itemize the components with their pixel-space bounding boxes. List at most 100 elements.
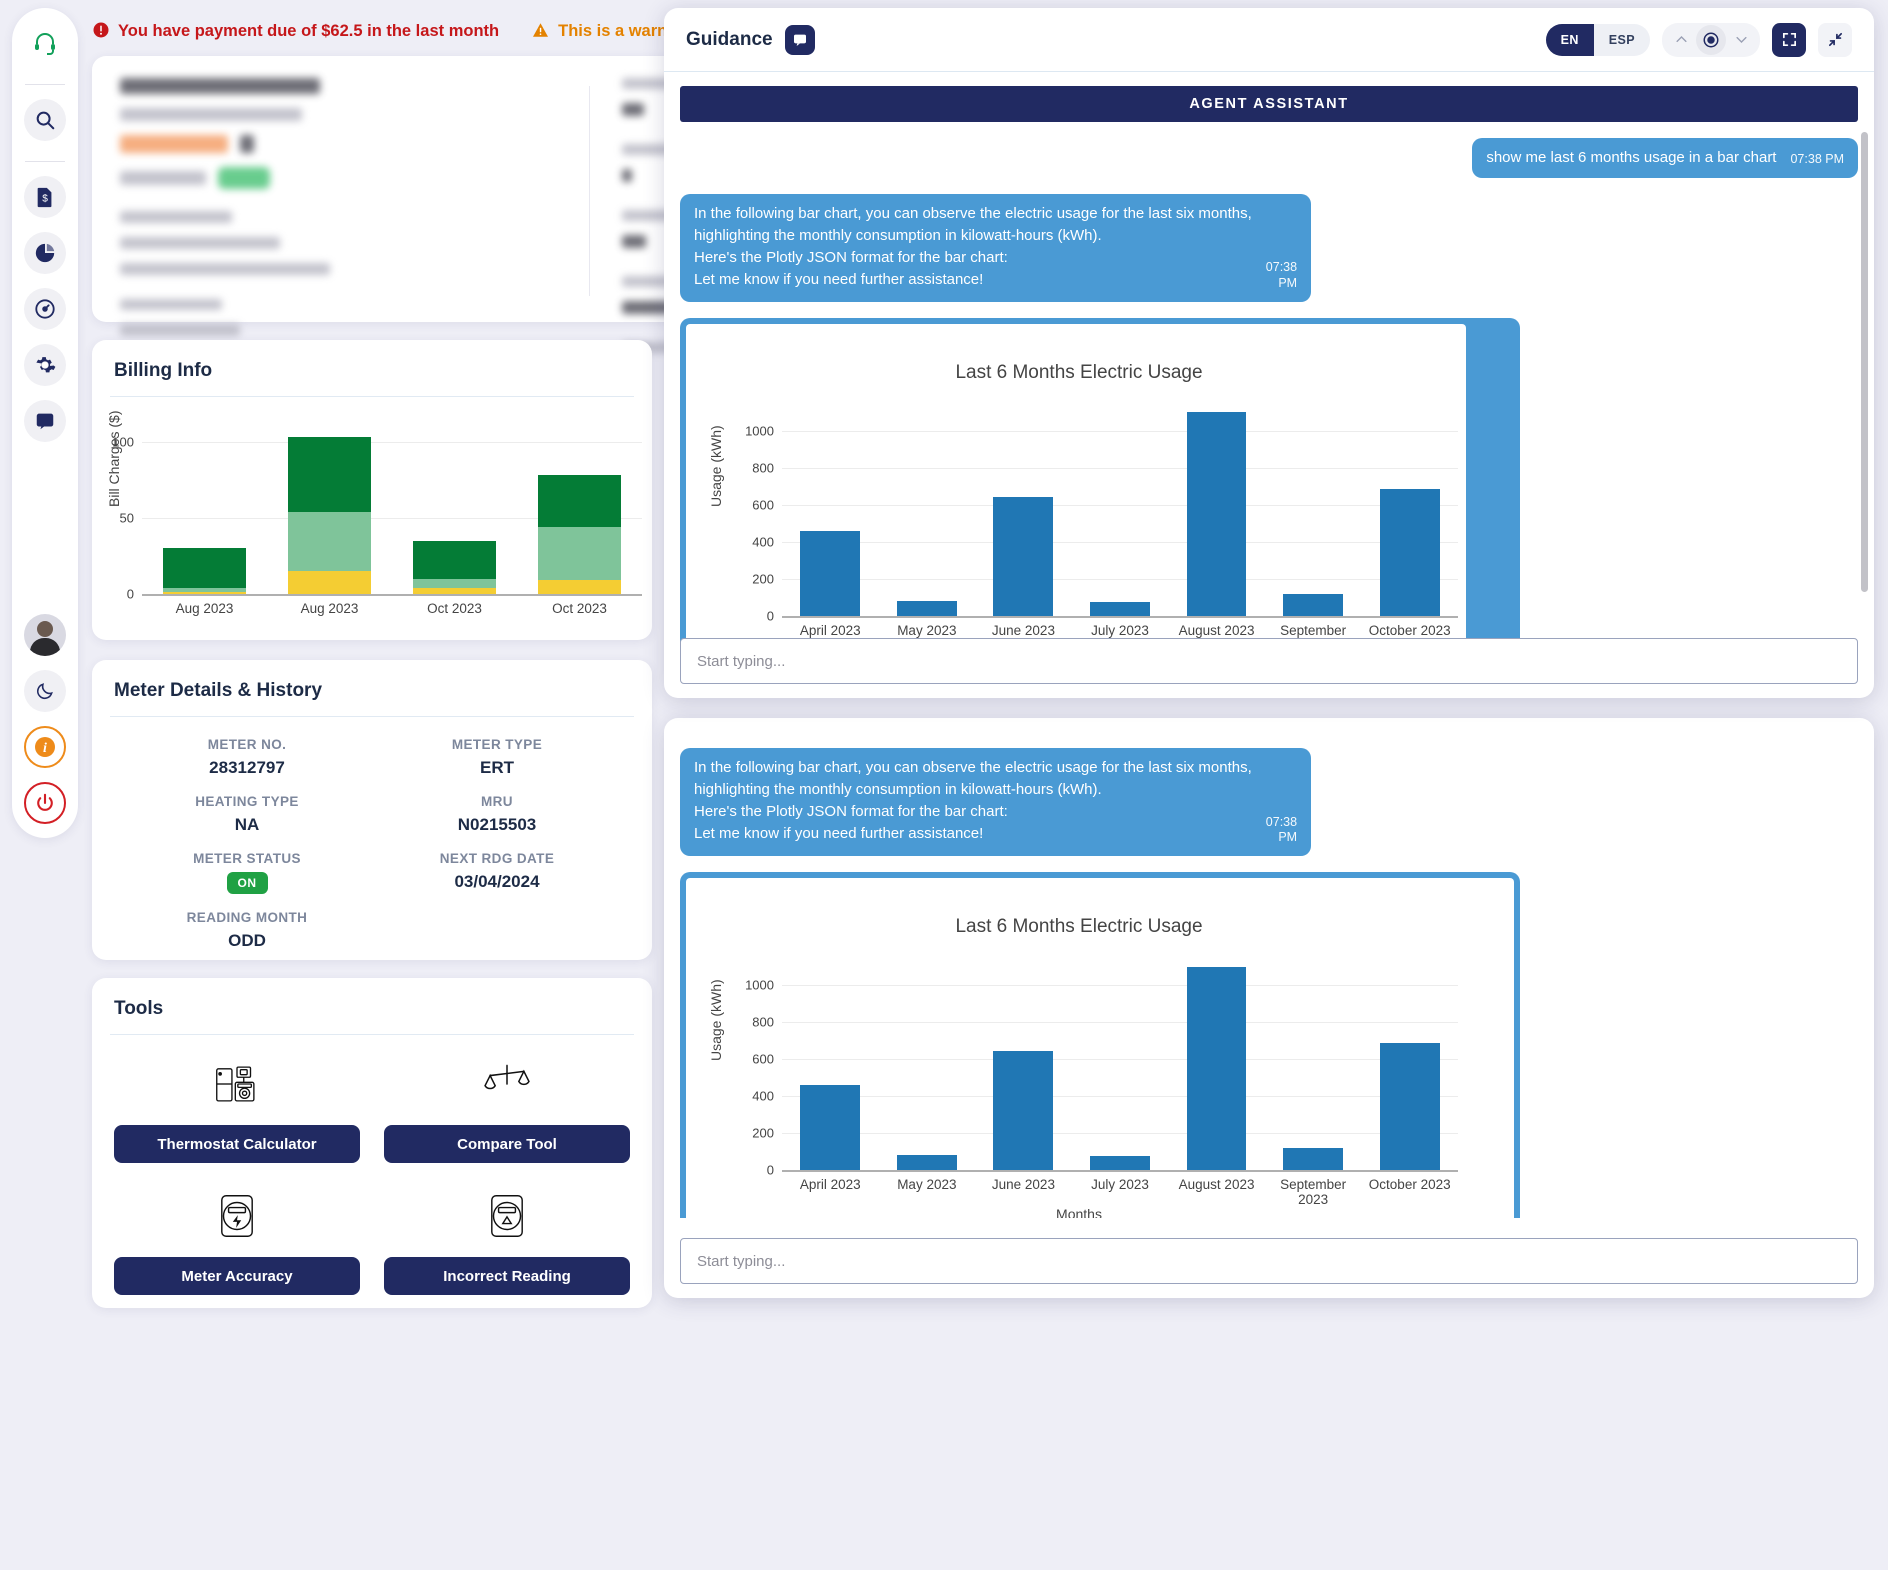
meter-field-value: 03/04/2024 bbox=[454, 872, 540, 891]
chart-bar-segment bbox=[413, 540, 496, 579]
svg-text:i: i bbox=[43, 741, 47, 756]
meter-field: MRU N0215503 bbox=[372, 794, 622, 835]
tool-button[interactable]: Compare Tool bbox=[384, 1125, 630, 1163]
assistant-chart-bubble-bottom: Last 6 Months Electric Usage Usage (kWh) 0… bbox=[680, 871, 1520, 1218]
assistant-message-bubble-2: In the following bar chart, you can obse… bbox=[680, 748, 1312, 856]
meter-field: NEXT RDG DATE 03/04/2024 bbox=[372, 851, 622, 894]
tool-button[interactable]: Thermostat Calculator bbox=[114, 1125, 360, 1163]
gauge-icon[interactable] bbox=[24, 288, 66, 330]
chart-gridline bbox=[142, 517, 642, 519]
chart-gridline bbox=[782, 504, 1458, 506]
chat-message-assistant: In the following bar chart, you can obse… bbox=[680, 193, 1858, 302]
warning-triangle-icon bbox=[531, 21, 550, 42]
chat-input-top[interactable] bbox=[680, 638, 1858, 684]
chart-bar-segment bbox=[288, 511, 371, 572]
chat-input-bottom[interactable] bbox=[680, 1238, 1858, 1284]
chart-bar bbox=[1283, 1147, 1344, 1170]
chart-bar-segment bbox=[413, 587, 496, 594]
lang-option-esp[interactable]: ESP bbox=[1608, 32, 1635, 47]
chart-ytick: 100 bbox=[112, 434, 134, 450]
chat-message-user: show me last 6 months usage in a bar cha… bbox=[680, 138, 1858, 178]
chart-ytick: 1000 bbox=[745, 977, 774, 993]
chat-title: Guidance bbox=[686, 28, 773, 50]
chevron-down-icon[interactable] bbox=[1726, 25, 1756, 55]
chart-xtick: June 2023 bbox=[991, 1176, 1055, 1192]
lang-option-en[interactable]: EN bbox=[1545, 23, 1594, 56]
meter-field-label: METER STATUS bbox=[193, 851, 301, 866]
meter-bolt-icon bbox=[210, 1185, 264, 1247]
headset-icon[interactable] bbox=[24, 22, 66, 64]
tools-grid: Thermostat Calculator Compare Tool Meter A… bbox=[92, 1035, 652, 1308]
assistant-message-time-2: 07:38 PM bbox=[1265, 814, 1298, 845]
left-sidebar: $ bbox=[12, 8, 78, 838]
moon-icon[interactable] bbox=[24, 670, 66, 712]
meter-field-value: 28312797 bbox=[209, 758, 285, 777]
meter-field: HEATING TYPE NA bbox=[122, 794, 372, 835]
chart-xtick: April 2023 bbox=[799, 1176, 861, 1192]
pie-chart-icon[interactable] bbox=[24, 232, 66, 274]
fullscreen-icon[interactable] bbox=[1772, 22, 1806, 57]
chart-bar bbox=[1090, 601, 1150, 616]
gear-icon[interactable] bbox=[24, 344, 66, 386]
avatar[interactable] bbox=[24, 614, 66, 656]
chart-ytick: 400 bbox=[752, 534, 774, 550]
meter-details-grid: METER NO. 28312797 METER TYPE ERT HEATING TY… bbox=[92, 717, 652, 951]
user-message-time: 07:38 PM bbox=[1790, 152, 1844, 167]
chat-header: Guidance EN ESP bbox=[664, 8, 1874, 72]
chart-bar-segment bbox=[288, 437, 371, 512]
chevron-up-icon[interactable] bbox=[1666, 25, 1696, 55]
tool-button[interactable]: Meter Accuracy bbox=[114, 1257, 360, 1295]
meter-details-card: Meter Details & History METER NO. 2831279… bbox=[92, 660, 652, 960]
chart-bar bbox=[1283, 593, 1344, 616]
meter-field-label: METER NO. bbox=[207, 737, 287, 752]
language-toggle[interactable]: EN ESP bbox=[1545, 23, 1650, 56]
chart-bar-segment bbox=[413, 578, 496, 588]
chart-bar-segment bbox=[163, 548, 246, 588]
chart-title: Last 6 Months Electric Usage bbox=[955, 361, 1203, 383]
chart-xtick: October 2023 bbox=[1368, 622, 1451, 638]
billing-document-icon[interactable]: $ bbox=[24, 176, 66, 218]
tool-button[interactable]: Incorrect Reading bbox=[384, 1257, 630, 1295]
chart-xaxis bbox=[782, 1169, 1458, 1172]
user-message-bubble: show me last 6 months usage in a bar cha… bbox=[1472, 138, 1858, 178]
meter-field: METER NO. 28312797 bbox=[122, 737, 372, 778]
info-icon[interactable]: i bbox=[24, 726, 66, 768]
chat-bubble-icon[interactable] bbox=[784, 24, 815, 55]
chart-bar-segment bbox=[288, 571, 371, 594]
meter-field-value: ODD bbox=[228, 931, 266, 950]
tool-item: Compare Tool bbox=[384, 1053, 630, 1163]
meter-field-value: ERT bbox=[480, 758, 514, 777]
chat-scrollbar-top[interactable] bbox=[1861, 132, 1868, 592]
meter-field-label: MRU bbox=[481, 794, 513, 809]
chart-bar-segment bbox=[538, 527, 621, 581]
chart-gridline bbox=[782, 541, 1458, 543]
search-icon[interactable] bbox=[24, 99, 66, 141]
collapse-icon[interactable] bbox=[1818, 22, 1852, 57]
billing-card-rule bbox=[110, 396, 634, 397]
chart-ytick: 600 bbox=[752, 497, 774, 513]
agent-assistant-banner: AGENT ASSISTANT bbox=[680, 86, 1858, 122]
chart-xtick: April 2023 bbox=[799, 622, 861, 638]
meter-field-label: NEXT RDG DATE bbox=[439, 851, 555, 866]
balance-scale-icon bbox=[480, 1053, 534, 1115]
chat-nav-group bbox=[1662, 22, 1760, 57]
assistant-chart-bubble-top: Last 6 Months Electric Usage Usage (kWh) 0… bbox=[680, 317, 1520, 662]
notes-icon[interactable] bbox=[24, 400, 66, 442]
chart-bar bbox=[1379, 1043, 1440, 1170]
assistant2-line-4: Let me know if you need further assistan… bbox=[694, 824, 984, 842]
chart-bar bbox=[993, 1050, 1054, 1170]
chart-title: Last 6 Months Electric Usage bbox=[955, 915, 1203, 937]
meter-field: METER STATUS ON bbox=[122, 851, 372, 894]
power-icon[interactable] bbox=[24, 782, 66, 824]
chart-gridline bbox=[782, 1021, 1458, 1023]
chart-xtick: July 2023 bbox=[1091, 1176, 1149, 1192]
chart-bar bbox=[1090, 1155, 1150, 1170]
chat-message-assistant-2: In the following bar chart, you can obse… bbox=[680, 748, 1858, 856]
sidebar-divider-mid bbox=[25, 161, 65, 162]
chart-gridline bbox=[782, 985, 1458, 986]
chart-gridline bbox=[782, 578, 1458, 580]
record-dot-icon[interactable] bbox=[1696, 24, 1726, 55]
meter-warning-icon bbox=[480, 1185, 534, 1247]
meter-field-label: HEATING TYPE bbox=[195, 794, 299, 809]
chart-gridline bbox=[782, 430, 1458, 432]
